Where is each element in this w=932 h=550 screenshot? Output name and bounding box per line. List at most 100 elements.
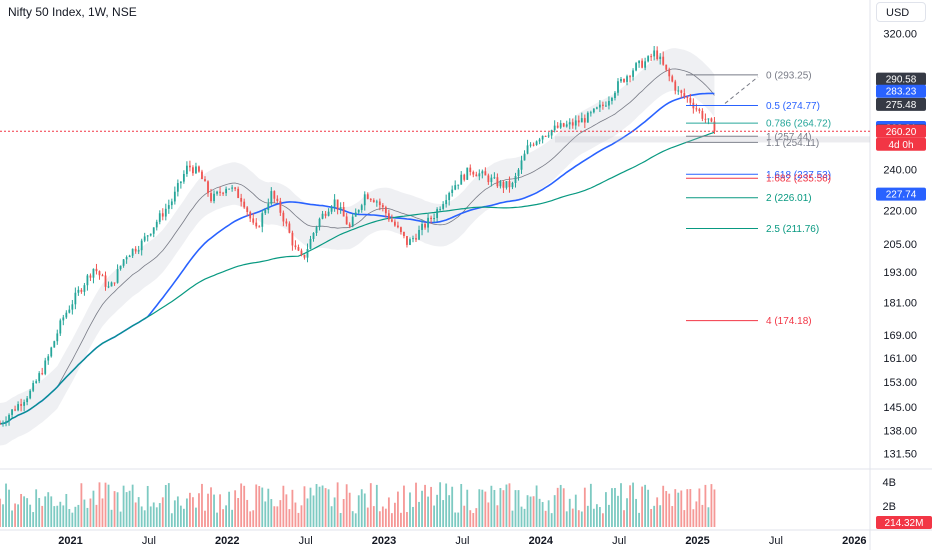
candle-body — [496, 177, 499, 187]
candle-body — [300, 250, 303, 255]
projection-line — [724, 76, 759, 104]
volume-bar — [466, 489, 469, 527]
currency-selector[interactable]: USD — [876, 2, 926, 22]
volume-bar — [303, 486, 306, 527]
candle-body — [231, 187, 234, 189]
volume-bar — [146, 485, 149, 527]
candle-body — [161, 213, 164, 217]
candle-body — [116, 269, 119, 283]
candle-body — [683, 93, 686, 97]
candle-body — [656, 50, 659, 60]
candle-body — [481, 171, 484, 174]
volume-bar — [375, 484, 378, 527]
candle-body — [436, 209, 439, 219]
volume-bar — [294, 502, 297, 527]
envelope-band — [0, 48, 715, 446]
volume-bar — [176, 496, 179, 527]
volume-bar — [481, 489, 484, 527]
candle-body — [463, 174, 466, 180]
volume-bar — [400, 512, 402, 527]
volume-bar — [354, 513, 357, 527]
price-tag-label: 290.58 — [886, 75, 917, 86]
candle-body — [0, 423, 1, 425]
candle-body — [158, 213, 161, 222]
volume-bar — [378, 511, 381, 527]
volume-bar — [360, 489, 363, 527]
candle-body — [397, 225, 399, 228]
volume-bar — [553, 495, 556, 527]
candle-body — [387, 213, 390, 220]
fib-level-label: 1.618 (237.53) — [766, 170, 831, 181]
time-axis-tick: Jul — [142, 535, 156, 547]
volume-bar — [511, 510, 514, 527]
candle-body — [424, 224, 426, 228]
volume-bar — [17, 504, 19, 527]
candle-body — [258, 226, 261, 228]
volume-bar — [5, 483, 7, 527]
candle-body — [38, 373, 41, 382]
volume-bar — [535, 485, 538, 527]
volume-bar — [68, 509, 71, 527]
volume-bar — [164, 484, 167, 527]
volume-bar — [80, 483, 83, 527]
candle-body — [689, 97, 692, 103]
fib-level-label: 4 (174.18) — [766, 316, 812, 327]
candle-body — [626, 76, 628, 82]
fib-zone — [555, 136, 870, 143]
candle-body — [342, 207, 345, 217]
candle-body — [282, 212, 285, 222]
volume-bar — [418, 501, 420, 527]
volume-bar — [689, 489, 692, 527]
candle-body — [403, 231, 405, 237]
candle-body — [140, 240, 143, 251]
volume-bar — [318, 486, 321, 527]
candle-body — [502, 181, 505, 188]
volume-bar — [457, 512, 460, 527]
fib-level-label: 2 (226.01) — [766, 193, 812, 204]
volume-bar — [469, 510, 472, 527]
volume-bar — [8, 489, 10, 527]
candle-body — [201, 171, 203, 180]
price-tag-label: 275.48 — [886, 100, 917, 111]
volume-bar — [321, 485, 324, 527]
candle-body — [427, 217, 429, 228]
volume-bar — [89, 498, 92, 527]
price-axis-tick: 220.00 — [883, 205, 917, 217]
volume-bar — [158, 503, 161, 527]
time-axis-tick: 2021 — [58, 535, 82, 547]
volume-bar — [583, 487, 586, 527]
volume-bar — [20, 493, 23, 527]
candle-body — [665, 64, 668, 70]
volume-bar — [671, 506, 674, 527]
volume-bar — [665, 491, 668, 527]
volume-bar — [436, 494, 439, 527]
volume-tag-label: 214.32M — [885, 518, 924, 529]
candle-body — [713, 121, 716, 132]
candle-body — [695, 108, 698, 110]
candle-body — [577, 120, 580, 123]
volume-bar — [252, 510, 255, 527]
candle-body — [14, 409, 16, 411]
candle-body — [128, 255, 131, 258]
volume-bar — [189, 492, 191, 527]
candle-body — [439, 208, 442, 210]
fib-level-label: 1.1 (254.11) — [766, 138, 819, 149]
price-tag-box — [876, 72, 926, 86]
candle-body — [559, 123, 562, 128]
volume-bar — [550, 513, 553, 527]
price-axis-tick: 145.00 — [883, 402, 917, 414]
candle-body — [430, 217, 432, 220]
candle-body — [659, 56, 662, 60]
candle-body — [526, 145, 529, 154]
volume-bar — [448, 495, 451, 527]
volume-bar — [143, 510, 146, 527]
time-axis-tick: 2022 — [215, 535, 239, 547]
volume-bar — [430, 486, 432, 527]
volume-bar — [312, 495, 315, 527]
volume-bar — [125, 492, 128, 527]
candle-body — [583, 118, 586, 123]
volume-bar — [179, 505, 182, 527]
candle-body — [11, 409, 13, 415]
candle-body — [125, 257, 128, 260]
